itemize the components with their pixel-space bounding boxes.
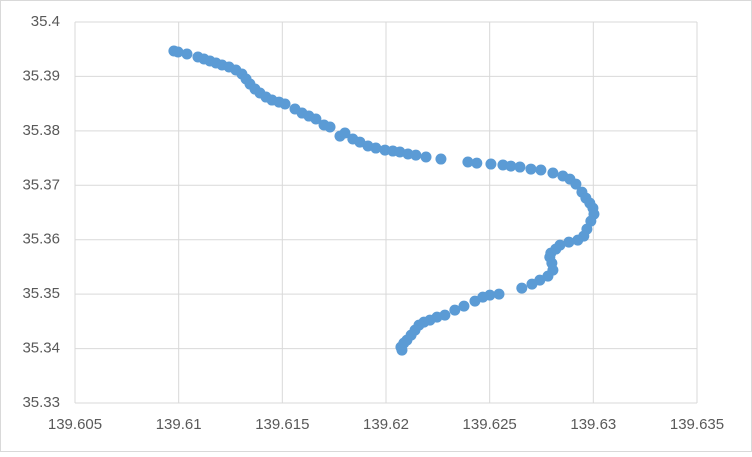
x-tick-label: 139.635 [670, 416, 724, 433]
x-tick-label: 139.615 [255, 416, 309, 433]
x-tick-label: 139.62 [363, 416, 409, 433]
point [410, 149, 422, 161]
point [563, 236, 575, 248]
point [535, 164, 547, 176]
point [469, 295, 481, 307]
point [449, 304, 461, 316]
point [547, 167, 559, 179]
x-tick-label: 139.61 [156, 416, 202, 433]
point [172, 46, 184, 58]
point [526, 278, 538, 290]
point [505, 160, 517, 172]
point [516, 282, 528, 294]
point [324, 121, 336, 133]
point [570, 178, 582, 190]
point [462, 156, 474, 168]
y-tick-label: 35.37 [22, 176, 60, 193]
point [572, 234, 584, 246]
point [458, 300, 470, 312]
point [339, 127, 351, 139]
point [493, 288, 505, 300]
y-tick-label: 35.39 [22, 67, 60, 84]
y-tick-label: 35.34 [22, 340, 60, 357]
point [396, 344, 408, 356]
point [435, 153, 447, 165]
point [181, 48, 193, 60]
y-tick-label: 35.33 [22, 394, 60, 411]
x-tick-label: 139.605 [48, 416, 102, 433]
y-tick-label: 35.35 [22, 285, 60, 302]
point [514, 161, 526, 173]
point [525, 163, 537, 175]
point [310, 113, 322, 125]
point [370, 142, 382, 154]
point [420, 151, 432, 163]
y-tick-label: 35.4 [31, 13, 60, 30]
point [279, 98, 291, 110]
point [471, 157, 483, 169]
point [485, 158, 497, 170]
y-tick-label: 35.38 [22, 122, 60, 139]
y-tick-label: 35.36 [22, 231, 60, 248]
x-tick-label: 139.63 [570, 416, 616, 433]
x-tick-label: 139.625 [463, 416, 517, 433]
